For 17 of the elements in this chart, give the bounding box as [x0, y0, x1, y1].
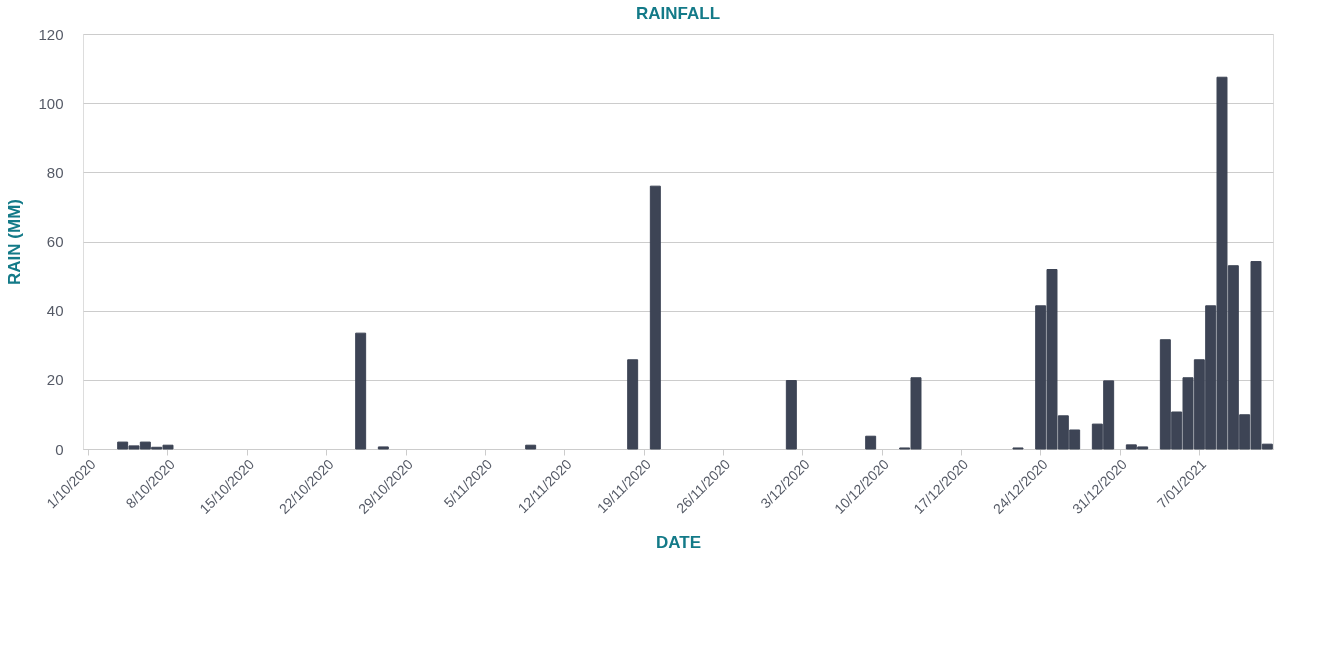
bar: [627, 359, 639, 450]
chart-title: RAINFALL: [635, 4, 721, 23]
y-axis-title: RAIN (MM): [5, 199, 25, 285]
bar: [785, 380, 797, 450]
y-tick-label: 100: [38, 94, 64, 112]
y-tick-label: 40: [46, 302, 64, 320]
x-axis-title: DATE: [655, 532, 702, 552]
bar: [649, 185, 661, 450]
bar: [525, 444, 537, 450]
y-tick-label: 0: [55, 440, 64, 458]
y-tick-label: 120: [38, 25, 64, 43]
bar: [355, 332, 367, 450]
bar: [865, 435, 877, 450]
bar: [377, 446, 389, 450]
y-tick-label: 80: [46, 163, 64, 181]
y-tick-label: 60: [46, 233, 64, 250]
y-tick-label: 20: [46, 371, 64, 389]
